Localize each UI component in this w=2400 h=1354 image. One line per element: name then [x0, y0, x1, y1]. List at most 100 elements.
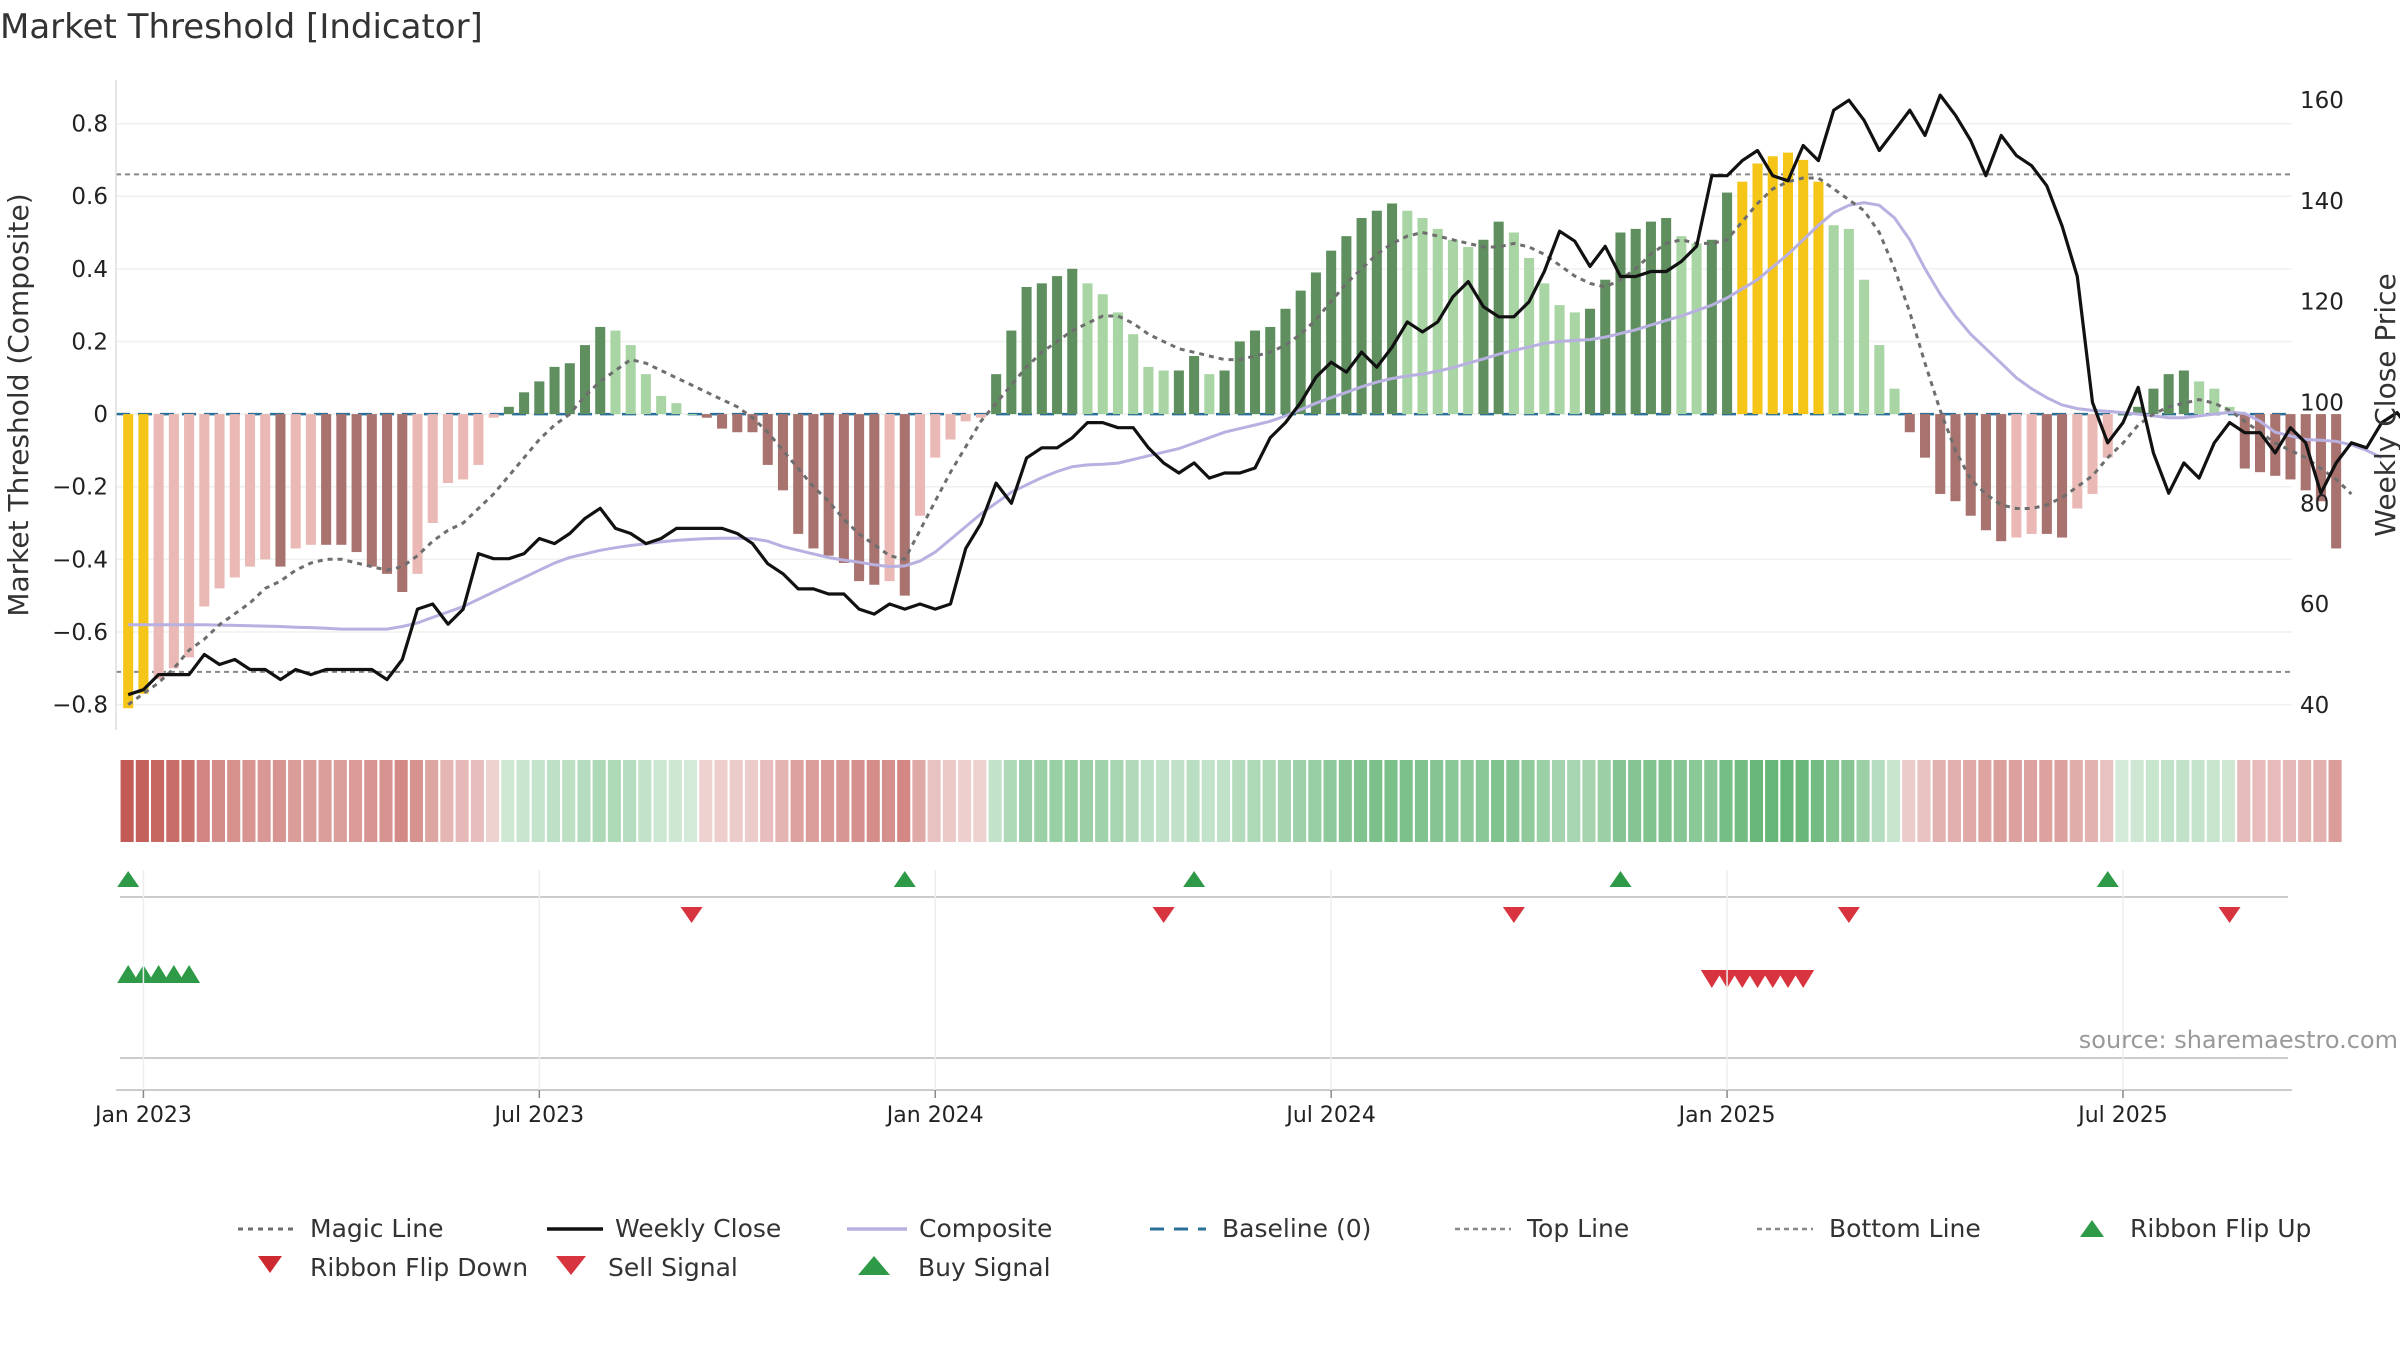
ribbon-cell: [1749, 760, 1763, 842]
ribbon-cell: [1034, 760, 1048, 842]
ribbon-cell: [1323, 760, 1337, 842]
composite-bar: [854, 414, 865, 582]
ribbon-cell: [1536, 760, 1550, 842]
ribbon-cell: [364, 760, 378, 842]
composite-bar: [1006, 330, 1017, 415]
composite-bar: [1935, 414, 1946, 494]
composite-bar: [336, 414, 347, 545]
composite-bar: [260, 414, 271, 560]
composite-bar: [199, 414, 210, 607]
composite-bar: [534, 381, 545, 415]
y-tick-label: −0.2: [52, 475, 108, 501]
ribbon-cell: [866, 760, 880, 842]
ribbon-cell: [470, 760, 484, 842]
ribbon-cell: [2145, 760, 2159, 842]
ribbon-cell: [1399, 760, 1413, 842]
composite-bar: [1965, 414, 1976, 516]
ribbon-cell: [1262, 760, 1276, 842]
composite-bar: [427, 414, 438, 524]
ribbon-cell: [988, 760, 1002, 842]
ribbon-cell: [1247, 760, 1261, 842]
legend-swatch-buy: [858, 1256, 890, 1275]
composite-bar: [1173, 370, 1184, 415]
y-tick-label: 0.6: [71, 184, 108, 210]
ribbon-cell: [2282, 760, 2296, 842]
composite-bar: [625, 345, 636, 415]
composite-bar: [1204, 374, 1215, 415]
ribbon-cell: [2252, 760, 2266, 842]
ribbon-cell: [805, 760, 819, 842]
series-lines: [127, 93, 2400, 706]
composite-bar: [1798, 159, 1809, 415]
ribbon-cell: [1079, 760, 1093, 842]
ribbon-cell: [1841, 760, 1855, 842]
ribbon-cell: [2206, 760, 2220, 842]
ribbon-cell: [1993, 760, 2007, 842]
composite-bar: [808, 414, 819, 549]
composite-bar: [1082, 283, 1093, 415]
ribbon-flip-up-marker: [162, 965, 185, 983]
legend-label: Buy Signal: [918, 1253, 1051, 1282]
ribbon-cell: [257, 760, 271, 842]
ribbon-cell: [2176, 760, 2190, 842]
composite-bar: [1249, 330, 1261, 415]
composite-line: [128, 201, 2383, 631]
composite-bar: [717, 414, 728, 429]
x-tick-label: Jan 2023: [93, 1103, 192, 1128]
ribbon-cell: [135, 760, 149, 842]
composite-bar: [1661, 217, 1672, 415]
ribbon-cell: [333, 760, 347, 842]
legend-label: Baseline (0): [1222, 1214, 1371, 1243]
ribbon-cell: [1277, 760, 1291, 842]
composite-bar: [366, 414, 377, 567]
y-tick-label: −0.6: [52, 620, 108, 646]
composite-bar: [945, 414, 956, 440]
ribbon-cell: [1582, 760, 1596, 842]
composite-bar: [488, 414, 499, 418]
y2-tick-label: 60: [2300, 592, 2329, 618]
ribbon-cell: [1719, 760, 1733, 842]
composite-bar: [519, 392, 530, 415]
composite-bar: [793, 414, 804, 534]
ribbon-cell: [2191, 760, 2205, 842]
composite-bar: [656, 395, 667, 415]
ribbon-cell: [1932, 760, 1946, 842]
composite-bar: [1554, 305, 1565, 415]
composite-bar: [382, 414, 393, 574]
composite-bar: [869, 414, 880, 585]
composite-bar: [1767, 156, 1778, 415]
ribbon-cell: [851, 760, 865, 842]
ribbon-cell: [729, 760, 743, 842]
ribbon-cell: [942, 760, 956, 842]
ribbon-cell: [1917, 760, 1931, 842]
ribbon-cell: [1673, 760, 1687, 842]
reference-lines: [116, 173, 2292, 673]
ribbon-cell: [1704, 760, 1718, 842]
ribbon-cell: [714, 760, 728, 842]
ribbon-cell: [821, 760, 835, 842]
ribbon-cell: [1186, 760, 1200, 842]
legend-item-bottom: Bottom Line: [1757, 1214, 1981, 1243]
ribbon-cell: [699, 760, 713, 842]
composite-bars: [123, 152, 2342, 709]
ribbon-cell: [1475, 760, 1489, 842]
composite-bar: [640, 374, 651, 415]
ribbon-cell: [1414, 760, 1428, 842]
composite-bar: [579, 345, 591, 415]
composite-bar: [275, 414, 286, 567]
x-tick-label: Jul 2024: [1284, 1103, 1376, 1128]
ribbon-cell: [1384, 760, 1398, 842]
ribbon-cell: [1140, 760, 1154, 842]
ribbon-cell: [2084, 760, 2099, 842]
buy-signal-marker: [1609, 871, 1632, 887]
legend: Magic Line Weekly Close Composite Baseline …: [238, 1214, 2311, 1282]
ribbon-cell: [1521, 760, 1535, 842]
composite-bar: [1950, 414, 1961, 502]
ribbon-cell: [577, 760, 591, 842]
ribbon-cell: [1628, 760, 1642, 842]
composite-bar: [1615, 232, 1626, 415]
composite-bar: [564, 363, 575, 415]
ribbon-cell: [1445, 760, 1459, 842]
composite-bar: [747, 414, 758, 433]
x-tick-label: Jan 2025: [1677, 1103, 1776, 1128]
